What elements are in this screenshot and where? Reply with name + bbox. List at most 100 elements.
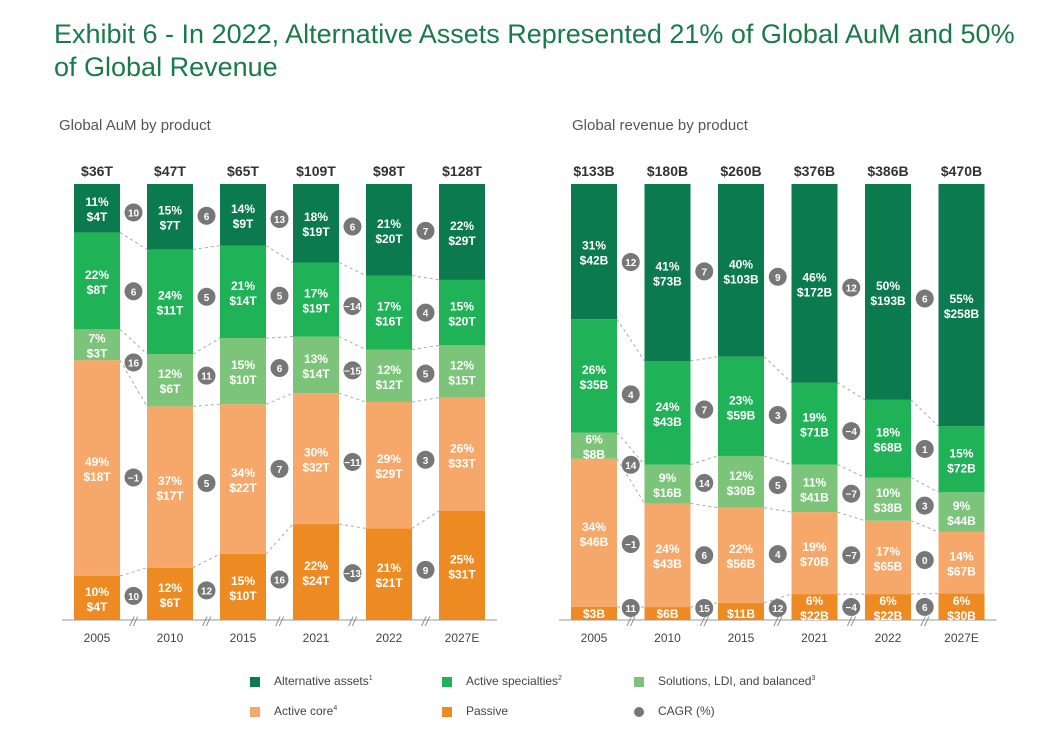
bar-segment-specialties-2022 [366, 275, 412, 350]
bar-segment-passive-2022 [366, 528, 412, 620]
segment-pct-label: 26% [582, 363, 606, 377]
segment-value-label: $14T [229, 294, 257, 308]
segment-value-label: $11T [157, 304, 184, 318]
x-tick-label: 2010 [654, 631, 681, 645]
segment-pct-label: 55% [949, 292, 973, 306]
segment-value-label: $172B [797, 285, 833, 299]
segment-value-label: $193B [870, 294, 906, 308]
x-tick-label: 2022 [376, 631, 403, 645]
segment-value-label: $35B [580, 378, 609, 392]
connector-line [265, 523, 294, 555]
segment-pct-label: 10% [876, 486, 900, 500]
segment-pct-label: 13% [304, 352, 328, 366]
cagr-value: 5 [204, 293, 210, 304]
cagr-badge-solutions [197, 366, 216, 385]
connector-line [338, 392, 367, 403]
bar-segment-passive-2021 [293, 524, 339, 620]
cagr-value: 3 [922, 502, 928, 513]
segment-pct-label: 21% [377, 561, 401, 575]
cagr-badge-solutions [915, 496, 934, 515]
segment-value-label: $56B [727, 557, 756, 571]
bar-segment-passive-2027E [938, 593, 985, 620]
bar-segment-core-2021 [791, 512, 838, 595]
segment-value-label: $12T [375, 378, 403, 392]
segment-pct-label: 30% [304, 446, 328, 460]
bar-segment-alternative-2015 [718, 184, 764, 357]
bar-segment-solutions-2021 [791, 464, 838, 513]
bar-segment-solutions-2021 [293, 336, 339, 394]
segment-value-label: $20T [375, 232, 403, 246]
legend-swatch-passive [442, 706, 452, 717]
legend-label-alternative: Alternative assets [274, 674, 369, 688]
x-tick-label: 2022 [875, 631, 902, 645]
cagr-value: −11 [344, 458, 361, 469]
segment-value-label: $20T [448, 315, 476, 329]
cagr-value: 12 [846, 284, 858, 295]
bar-total-label: $133B [573, 163, 614, 179]
segment-pct-label: 11% [85, 195, 109, 209]
connector-line [763, 593, 792, 604]
cagr-value: 11 [625, 604, 636, 615]
axis-break-icon: // [920, 614, 930, 629]
axis-break-icon: // [129, 614, 139, 629]
cagr-badge-specialties [621, 385, 640, 404]
segment-value-label: $10T [229, 589, 257, 603]
segment-pct-label: 24% [655, 400, 679, 414]
segment-pct-label: 15% [231, 358, 255, 372]
legend-swatch-solutions [634, 676, 644, 687]
segment-pct-label: 18% [304, 210, 328, 224]
segment-value-label: $19T [302, 302, 330, 316]
cagr-badge-specialties [695, 400, 714, 419]
bar-segment-alternative-2027E [938, 184, 985, 427]
segment-value-label: $6T [160, 382, 181, 396]
segment-pct-label: 40% [729, 257, 753, 271]
segment-value-label: $17T [156, 489, 184, 503]
segment-value-label: $46B [580, 535, 609, 549]
bar-total-label: $65T [227, 163, 259, 179]
connector-line [616, 458, 645, 504]
cagr-badge-specialties [768, 405, 787, 424]
aum-by-product-chart: 10%$4T49%$18T7%$3T22%$8T11%$4T$36T200512… [62, 163, 497, 645]
cagr-value: 6 [277, 364, 283, 375]
segment-value-label: $14T [302, 367, 330, 381]
bar-segment-alternative-2022 [865, 184, 911, 400]
segment-pct-label: 15% [158, 204, 182, 218]
bar-segment-passive-2021 [791, 594, 838, 620]
segment-pct-label: 24% [158, 289, 182, 303]
bar-segment-specialties-2027E [938, 426, 985, 493]
cagr-value: 10 [128, 592, 140, 603]
cagr-badge-solutions [416, 364, 435, 383]
bar-segment-specialties-2010 [644, 360, 691, 465]
connector-line [338, 336, 367, 351]
cagr-value: 7 [277, 465, 283, 476]
cagr-value: 7 [701, 406, 707, 417]
segment-value-label: $4T [87, 600, 108, 614]
cagr-badge-core [197, 474, 216, 493]
cagr-badge-alternative [695, 262, 714, 281]
segment-pct-label: 15% [231, 574, 255, 588]
connector-line [690, 455, 719, 466]
cagr-badge-alternative [124, 203, 143, 222]
segment-value-label: $44B [947, 514, 976, 528]
segment-value-label: $4T [87, 210, 108, 224]
segment-pct-label: 12% [450, 358, 474, 372]
segment-pct-label: 6% [585, 433, 603, 447]
cagr-value: −4 [846, 427, 858, 438]
segment-value-label: $43B [653, 415, 682, 429]
segment-pct-label: 22% [450, 219, 474, 233]
connector-line [411, 275, 440, 281]
legend-label-passive: Passive [466, 704, 509, 718]
bar-segment-passive-2005 [571, 606, 617, 620]
segment-value-label: $42B [580, 254, 609, 268]
cagr-value: 9 [775, 273, 781, 284]
segment-pct-label: 24% [655, 542, 679, 556]
cagr-value: 16 [128, 358, 140, 369]
bar-segment-specialties-2027E [439, 279, 485, 346]
x-tick-label: 2010 [157, 631, 184, 645]
cagr-value: 6 [131, 287, 137, 298]
bar-segment-core-2021 [293, 393, 339, 525]
x-tick-label: 2021 [801, 631, 828, 645]
cagr-badge-core [915, 551, 934, 570]
connector-line [763, 507, 792, 513]
segment-pct-label: 6% [806, 594, 824, 608]
